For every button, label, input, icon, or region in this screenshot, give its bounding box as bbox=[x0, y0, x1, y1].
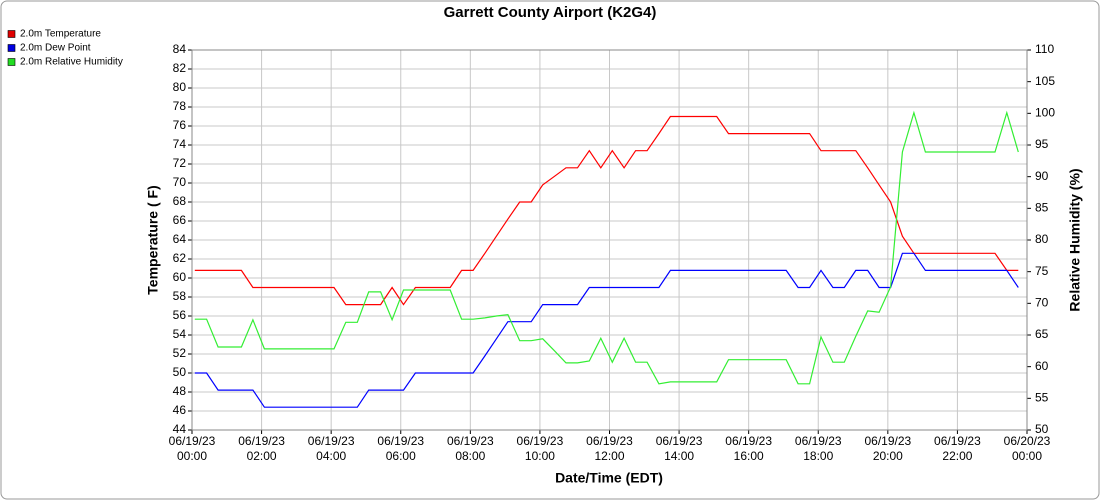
legend-label: 2.0m Relative Humidity bbox=[20, 57, 123, 68]
x-tick-label: 14:00 bbox=[664, 449, 694, 463]
legend-swatch bbox=[7, 44, 16, 52]
x-tick-label: 06/19/23 bbox=[586, 434, 633, 448]
x-tick-label: 06/19/23 bbox=[447, 434, 494, 448]
x-tick-label: 22:00 bbox=[942, 449, 972, 463]
y-tick-label: 60 bbox=[173, 270, 187, 284]
x-tick-label: 16:00 bbox=[734, 449, 764, 463]
x-tick-label: 10:00 bbox=[525, 449, 555, 463]
y-tick-label: 84 bbox=[173, 42, 187, 56]
x-tick-label: 20:00 bbox=[873, 449, 903, 463]
x-tick-label: 12:00 bbox=[594, 449, 624, 463]
y-axis-title: Temperature ( F) bbox=[145, 185, 161, 294]
x-tick-label: 00:00 bbox=[1012, 449, 1042, 463]
y-tick-label: 72 bbox=[173, 156, 187, 170]
y2-tick-label: 70 bbox=[1035, 296, 1049, 310]
y-tick-label: 58 bbox=[173, 289, 187, 303]
x-tick-label: 06/19/23 bbox=[169, 434, 216, 448]
y-tick-label: 78 bbox=[173, 99, 187, 113]
y-tick-label: 48 bbox=[173, 384, 187, 398]
x-tick-label: 08:00 bbox=[455, 449, 485, 463]
y2-tick-label: 75 bbox=[1035, 264, 1049, 278]
x-tick-label: 06/19/23 bbox=[238, 434, 285, 448]
y-tick-label: 54 bbox=[173, 327, 187, 341]
legend-label: 2.0m Temperature bbox=[20, 29, 101, 40]
y-tick-label: 50 bbox=[173, 365, 187, 379]
x-tick-label: 02:00 bbox=[247, 449, 277, 463]
y-tick-label: 80 bbox=[173, 80, 187, 94]
x-tick-label: 06/19/23 bbox=[795, 434, 842, 448]
x-tick-label: 06/19/23 bbox=[377, 434, 424, 448]
y2-tick-label: 65 bbox=[1035, 327, 1049, 341]
series-line bbox=[194, 252, 1019, 408]
x-tick-label: 18:00 bbox=[803, 449, 833, 463]
legend-swatch bbox=[7, 58, 16, 66]
y2-tick-label: 80 bbox=[1035, 232, 1049, 246]
y-tick-label: 74 bbox=[173, 137, 187, 151]
x-tick-label: 06:00 bbox=[386, 449, 416, 463]
y2-tick-label: 110 bbox=[1035, 42, 1054, 56]
y2-tick-label: 55 bbox=[1035, 391, 1049, 405]
y-tick-label: 68 bbox=[173, 194, 187, 208]
y-tick-label: 44 bbox=[173, 422, 187, 436]
y-tick-label: 70 bbox=[173, 175, 187, 189]
x-tick-label: 06/19/23 bbox=[517, 434, 564, 448]
y2-tick-label: 95 bbox=[1035, 137, 1049, 151]
x-tick-label: 06/19/23 bbox=[934, 434, 981, 448]
y2-tick-label: 85 bbox=[1035, 201, 1049, 215]
y-tick-label: 76 bbox=[173, 118, 187, 132]
x-tick-label: 06/19/23 bbox=[864, 434, 911, 448]
plot-area bbox=[191, 49, 1028, 431]
y2-tick-label: 50 bbox=[1035, 422, 1049, 436]
y-tick-label: 62 bbox=[173, 251, 187, 265]
series-line bbox=[194, 110, 1019, 385]
y2-tick-label: 60 bbox=[1035, 359, 1049, 373]
y2-tick-label: 90 bbox=[1035, 169, 1049, 183]
x-tick-label: 06/19/23 bbox=[308, 434, 355, 448]
chart-title: Garrett County Airport (K2G4) bbox=[444, 4, 657, 21]
x-tick-label: 04:00 bbox=[316, 449, 346, 463]
y2-tick-label: 105 bbox=[1035, 74, 1055, 88]
x-tick-label: 06/20/23 bbox=[1004, 434, 1051, 448]
x-axis-title: Date/Time (EDT) bbox=[555, 470, 663, 486]
y-tick-label: 56 bbox=[173, 308, 187, 322]
y-tick-label: 46 bbox=[173, 403, 187, 417]
x-tick-label: 00:00 bbox=[177, 449, 207, 463]
x-tick-label: 06/19/23 bbox=[656, 434, 703, 448]
legend-swatch bbox=[7, 30, 16, 38]
legend-label: 2.0m Dew Point bbox=[20, 43, 91, 54]
x-tick-label: 06/19/23 bbox=[725, 434, 772, 448]
series-line bbox=[194, 115, 1019, 306]
y-tick-label: 82 bbox=[173, 61, 187, 75]
y-tick-label: 66 bbox=[173, 213, 187, 227]
y2-tick-label: 100 bbox=[1035, 106, 1055, 120]
y2-axis-title: Relative Humidity (%) bbox=[1067, 168, 1083, 311]
y-tick-label: 52 bbox=[173, 346, 187, 360]
y-tick-label: 64 bbox=[173, 232, 187, 246]
